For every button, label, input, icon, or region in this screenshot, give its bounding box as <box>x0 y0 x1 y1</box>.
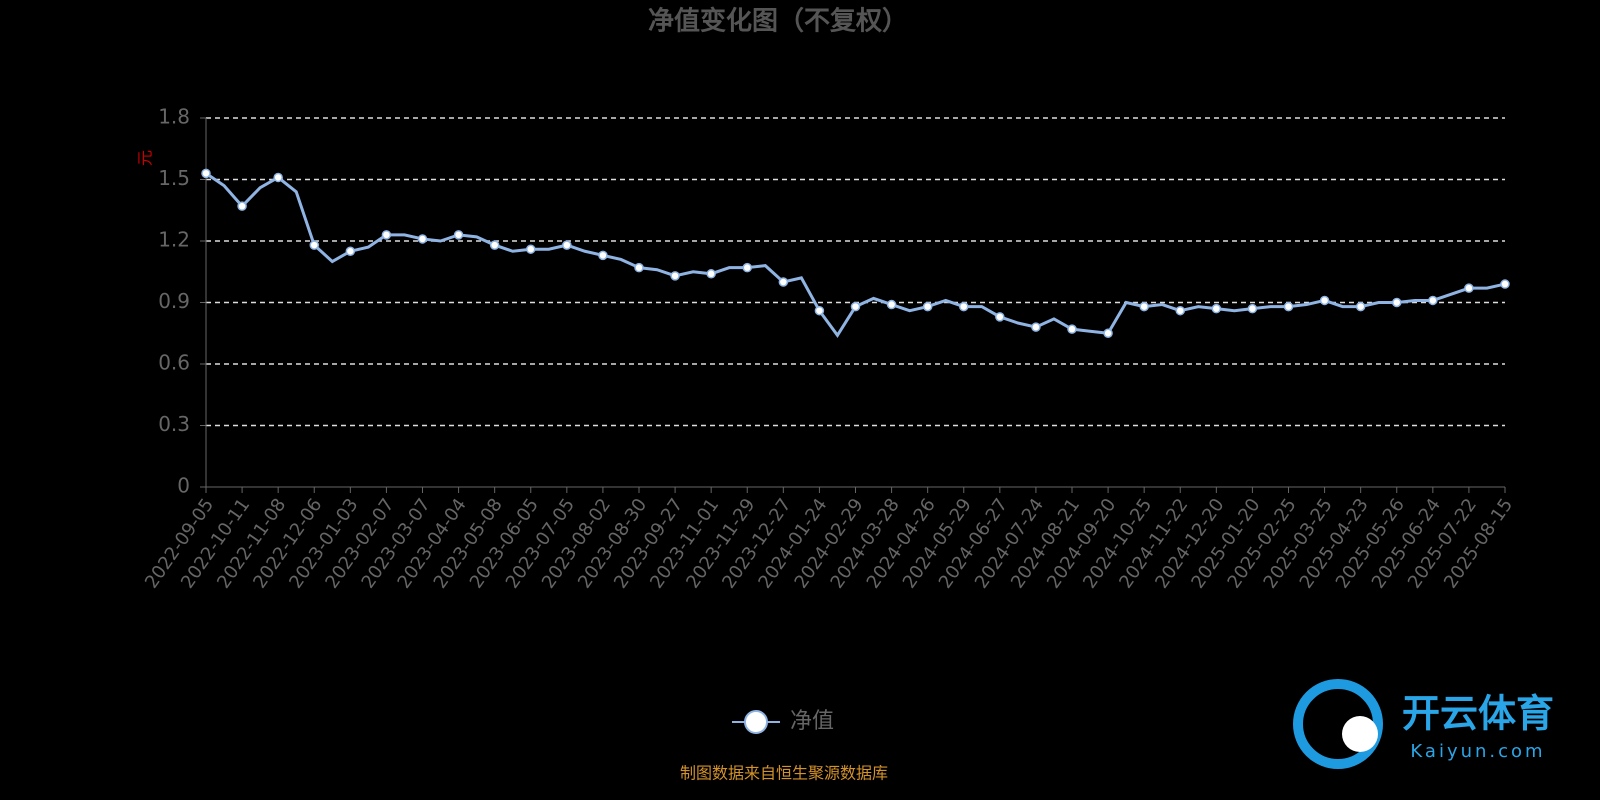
point-marker <box>526 244 536 254</box>
point-marker <box>634 262 644 273</box>
point-marker <box>1211 303 1222 314</box>
point-marker <box>309 240 319 250</box>
y-tick-label: 0.3 <box>158 412 190 436</box>
point-marker <box>1319 295 1330 306</box>
point-marker <box>273 172 283 183</box>
point-marker <box>742 262 752 273</box>
logo-ball <box>1342 716 1378 752</box>
point-marker <box>489 240 500 250</box>
point-marker <box>1175 305 1185 316</box>
point-marker <box>562 240 572 250</box>
watermark: 开云体育 Kaiyun.com <box>1293 679 1554 769</box>
source-note: 制图数据来自恒生聚源数据库 <box>680 764 888 783</box>
point-marker <box>1139 301 1149 312</box>
point-marker <box>850 301 861 312</box>
y-tick-label: 1.2 <box>158 228 190 252</box>
point-marker <box>417 234 428 244</box>
chart-title: 净值变化图（不复权） <box>648 6 908 37</box>
point-marker <box>886 299 897 310</box>
point-marker <box>959 301 969 312</box>
logo-ring <box>1293 679 1383 769</box>
y-tick-label: 1.8 <box>158 105 190 129</box>
point-marker <box>995 312 1005 322</box>
point-marker <box>922 301 933 312</box>
y-tick-label: 1.5 <box>158 166 190 190</box>
point-marker <box>598 250 608 261</box>
point-marker <box>1103 328 1113 338</box>
point-marker <box>1464 283 1474 293</box>
y-tick-label: 0 <box>177 474 190 498</box>
point-marker <box>1428 295 1438 306</box>
y-axis-label: 元 <box>136 150 155 166</box>
point-marker <box>453 230 464 240</box>
point-marker <box>1247 303 1258 314</box>
point-marker <box>345 246 356 256</box>
point-marker <box>237 201 247 211</box>
point-marker <box>201 168 211 179</box>
point-marker <box>670 271 680 281</box>
point-marker <box>778 277 789 287</box>
watermark-url: Kaiyun.com <box>1410 741 1545 762</box>
legend-label: 净值 <box>790 709 834 734</box>
point-marker <box>1067 324 1077 334</box>
watermark-brand: 开云体育 <box>1402 692 1554 736</box>
point-marker <box>1500 279 1510 289</box>
point-marker <box>814 305 825 316</box>
y-tick-label: 0.9 <box>158 289 190 313</box>
point-marker <box>1283 301 1294 312</box>
point-marker <box>1392 297 1402 308</box>
point-marker <box>1031 322 1041 332</box>
point-marker <box>706 269 716 279</box>
point-marker <box>381 230 392 240</box>
y-tick-label: 0.6 <box>158 351 190 375</box>
point-marker <box>1355 301 1366 312</box>
legend-marker <box>744 710 768 734</box>
